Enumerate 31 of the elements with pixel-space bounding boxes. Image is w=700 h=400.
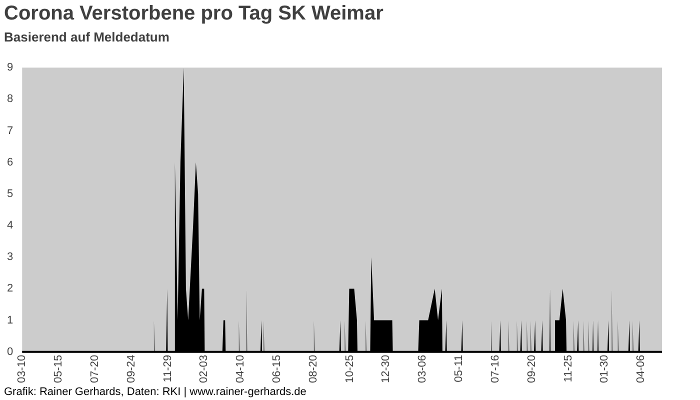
x-tick-label: 07-20: [88, 354, 101, 384]
x-tick-label: 03-10: [16, 354, 28, 384]
x-tick-label: 03-06: [416, 354, 429, 384]
x-tick-label: 09-20: [526, 354, 538, 384]
y-tick-label: 4: [6, 220, 14, 232]
x-tick-label: 04-06: [635, 354, 648, 384]
y-tick-label: 7: [6, 124, 14, 137]
y-tick-label: 8: [6, 93, 14, 106]
chart-title: Corona Verstorbene pro Tag SK Weimar: [4, 2, 384, 25]
y-tick-label: 0: [6, 346, 14, 358]
x-tick-label: 11-25: [562, 354, 574, 382]
chart-subtitle: Basierend auf Meldedatum: [4, 29, 170, 44]
x-tick-label: 08-20: [307, 354, 320, 384]
x-tick-label: 05-15: [52, 354, 65, 384]
x-tick-label: 12-30: [380, 354, 392, 384]
x-tick-label: 02-03: [198, 354, 210, 384]
y-tick-label: 3: [6, 251, 14, 264]
x-tick-label: 01-30: [598, 354, 611, 384]
x-tick-label: 07-16: [489, 354, 502, 384]
x-tick-label: 10-25: [344, 354, 356, 384]
x-tick-label: 05-11: [453, 354, 466, 382]
y-tick-label: 6: [6, 156, 14, 168]
y-tick-label: 5: [6, 188, 14, 200]
y-tick-label: 2: [6, 282, 14, 295]
x-tick-label: 11-29: [162, 354, 174, 382]
x-tick-label: 09-24: [125, 354, 138, 384]
y-tick-label: 1: [6, 314, 14, 326]
x-tick-label: 06-15: [271, 354, 283, 384]
text: Grafik: Rainer Gerhards, Daten: RKI | www.rainer-gerhards.de: [4, 386, 306, 398]
x-tick-label: 04-10: [234, 354, 247, 384]
y-tick-label: 9: [6, 62, 14, 74]
